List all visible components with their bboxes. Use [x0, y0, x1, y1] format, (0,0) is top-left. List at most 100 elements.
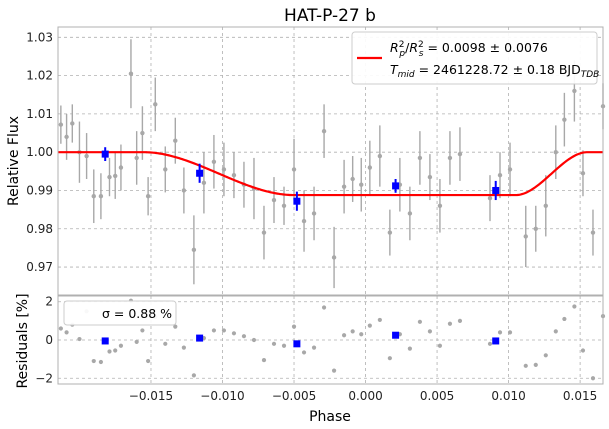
residual-raw-point — [497, 330, 503, 335]
residual-y-ticks: −2 0 2 — [35, 295, 53, 386]
main-ytick-label: 0.98 — [26, 222, 53, 236]
main-y-ticks: 0.97 0.98 0.99 1.00 1.01 1.02 1.03 — [26, 30, 53, 274]
residual-raw-point — [387, 356, 392, 361]
residual-binned-point — [293, 340, 301, 348]
residual-raw-point — [580, 348, 586, 353]
main-ytick-label: 1.00 — [26, 145, 53, 159]
raw-point — [211, 159, 217, 164]
binned-point — [392, 182, 400, 190]
residual-raw-point — [91, 358, 96, 364]
main-ytick-label: 0.99 — [26, 183, 53, 197]
raw-point — [84, 153, 89, 159]
residual-raw-point — [457, 318, 463, 323]
main-ytick-label: 0.97 — [26, 260, 53, 274]
raw-point — [562, 117, 567, 122]
raw-point — [331, 255, 337, 260]
residual-raw-point — [140, 328, 145, 333]
residual-raw-point — [523, 363, 528, 368]
residual-binned-points — [101, 331, 500, 348]
raw-point — [271, 197, 277, 203]
residual-binned-point — [492, 337, 500, 345]
residual-raw-point — [134, 339, 139, 345]
residual-raw-point — [562, 316, 567, 322]
residual-raw-point — [417, 319, 423, 324]
residual-ylabel: Residuals [%] — [15, 293, 31, 388]
residual-xtick-label: −0.015 — [129, 389, 173, 403]
raw-point — [387, 230, 393, 235]
raw-point — [487, 195, 493, 201]
residual-binned-point — [196, 334, 204, 342]
raw-point — [572, 88, 577, 94]
raw-point — [163, 167, 168, 172]
residual-ytick-label: 0 — [45, 333, 53, 347]
residual-raw-point — [447, 321, 453, 326]
raw-point — [140, 130, 145, 136]
raw-point — [543, 203, 548, 208]
residual-raw-point — [98, 359, 104, 365]
transit-model-line — [58, 151, 603, 197]
residual-x-ticks: −0.015 −0.010 −0.005 0.000 0.005 0.010 0.015 — [129, 389, 598, 403]
residual-xtick-label: −0.010 — [200, 389, 244, 403]
raw-point — [359, 182, 364, 187]
main-legend-entry-tmid: Tmid = 2461228.72 ± 0.18 BJDTDB — [390, 62, 599, 80]
raw-point — [70, 121, 75, 126]
residual-raw-point — [181, 345, 186, 350]
main-ytick-label: 1.01 — [26, 107, 53, 121]
main-ytick-label: 1.02 — [26, 69, 53, 83]
residual-raw-point — [543, 353, 548, 358]
residual-raw-point — [271, 341, 277, 346]
residual-binned-point — [101, 337, 109, 345]
residual-legend-entry: σ = 0.88 % — [102, 306, 172, 321]
residual-ytick-label: 2 — [45, 295, 53, 309]
raw-point — [427, 174, 433, 180]
residual-raw-point — [163, 341, 168, 346]
residual-xtick-label: 0.000 — [348, 389, 382, 403]
residual-raw-point — [301, 350, 307, 355]
raw-point — [201, 180, 207, 186]
residual-raw-point — [173, 324, 178, 329]
binned-point — [196, 169, 204, 177]
residual-raw-point — [311, 345, 317, 350]
residual-binned-point — [392, 331, 400, 339]
residual-raw-point — [367, 323, 372, 328]
raw-point — [128, 71, 134, 76]
residual-raw-point — [427, 329, 433, 334]
residual-raw-point — [118, 343, 124, 348]
residual-raw-point — [572, 304, 577, 309]
raw-point — [231, 172, 237, 178]
residual-xtick-label: −0.005 — [272, 389, 316, 403]
raw-point — [497, 172, 503, 178]
residual-xtick-label: 0.015 — [563, 389, 597, 403]
residual-xtick-label: 0.010 — [491, 389, 525, 403]
residual-raw-point — [251, 337, 257, 343]
raw-point — [261, 230, 267, 235]
main-legend-entry-depth: R2 p/R2 s = 0.0098 ± 0.0076 — [390, 40, 548, 59]
main-legend: R2 p/R2 s = 0.0098 ± 0.0076 Tmid = 2461228… — [351, 31, 599, 85]
residual-raw-point — [146, 358, 151, 364]
residual-raw-point — [553, 329, 558, 334]
raw-point — [447, 155, 453, 161]
residual-raw-point — [77, 336, 82, 342]
raw-point — [118, 165, 124, 170]
raw-point — [191, 247, 197, 253]
raw-point — [153, 102, 158, 107]
raw-point — [367, 165, 373, 170]
raw-point — [457, 151, 463, 157]
raw-point — [407, 211, 413, 216]
raw-point — [145, 194, 151, 199]
main-binned-points — [101, 147, 500, 211]
residual-raw-point — [507, 330, 513, 335]
residual-xtick-label: 0.005 — [420, 389, 454, 403]
main-ylabel: Relative Flux — [6, 116, 22, 206]
residual-raw-point — [281, 343, 287, 348]
residual-raw-point — [377, 317, 382, 323]
raw-point — [377, 153, 383, 159]
raw-point — [507, 167, 513, 172]
residual-raw-point — [231, 331, 237, 336]
residual-raw-point — [437, 343, 443, 348]
residual-raw-point — [221, 328, 227, 333]
raw-point — [580, 171, 586, 176]
raw-point — [221, 167, 227, 172]
residual-raw-point — [64, 330, 69, 335]
residual-plot-frame — [57, 295, 604, 385]
